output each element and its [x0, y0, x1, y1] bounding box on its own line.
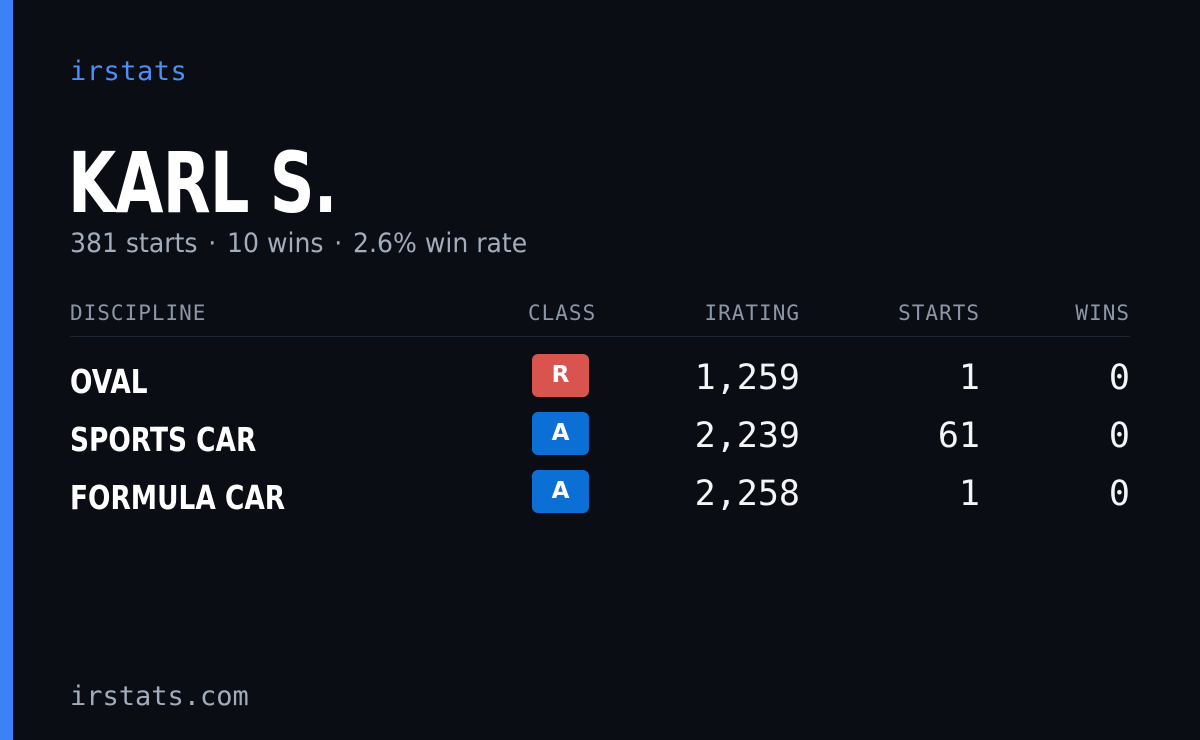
brand-logo: irstats	[70, 56, 188, 87]
irating-value: 1,259	[694, 358, 800, 398]
class-badge: R	[532, 354, 589, 397]
summary-separator: ·	[208, 228, 217, 259]
table-row: OVAL R 1,259 1 0	[0, 354, 1200, 412]
starts-value: 1	[958, 474, 980, 514]
footer-domain: irstats.com	[70, 681, 249, 712]
summary-separator: ·	[334, 228, 343, 259]
starts-summary: 381 starts	[70, 228, 198, 259]
wins-value: 0	[1108, 416, 1130, 456]
accent-bar	[0, 0, 13, 740]
header-wins: WINS	[1075, 301, 1130, 325]
discipline-name: FORMULA CAR	[70, 478, 286, 517]
irating-value: 2,239	[694, 416, 800, 456]
discipline-name: OVAL	[70, 362, 148, 401]
player-summary: 381 starts · 10 wins · 2.6% win rate	[70, 228, 527, 259]
header-starts: STARTS	[898, 301, 980, 325]
win-rate-summary: 2.6% win rate	[353, 228, 528, 259]
table-row: SPORTS CAR A 2,239 61 0	[0, 412, 1200, 470]
starts-value: 1	[958, 358, 980, 398]
wins-value: 0	[1108, 358, 1130, 398]
header-divider	[70, 336, 1130, 337]
header-irating: IRATING	[704, 301, 800, 325]
wins-value: 0	[1108, 474, 1130, 514]
header-class: CLASS	[528, 301, 597, 325]
starts-value: 61	[937, 416, 980, 456]
header-discipline: DISCIPLINE	[70, 301, 207, 325]
player-name: KARL S.	[68, 134, 337, 232]
wins-summary: 10 wins	[227, 228, 324, 259]
discipline-name: SPORTS CAR	[70, 420, 257, 459]
table-row: FORMULA CAR A 2,258 1 0	[0, 470, 1200, 528]
class-badge: A	[532, 412, 589, 455]
irating-value: 2,258	[694, 474, 800, 514]
class-badge: A	[532, 470, 589, 513]
